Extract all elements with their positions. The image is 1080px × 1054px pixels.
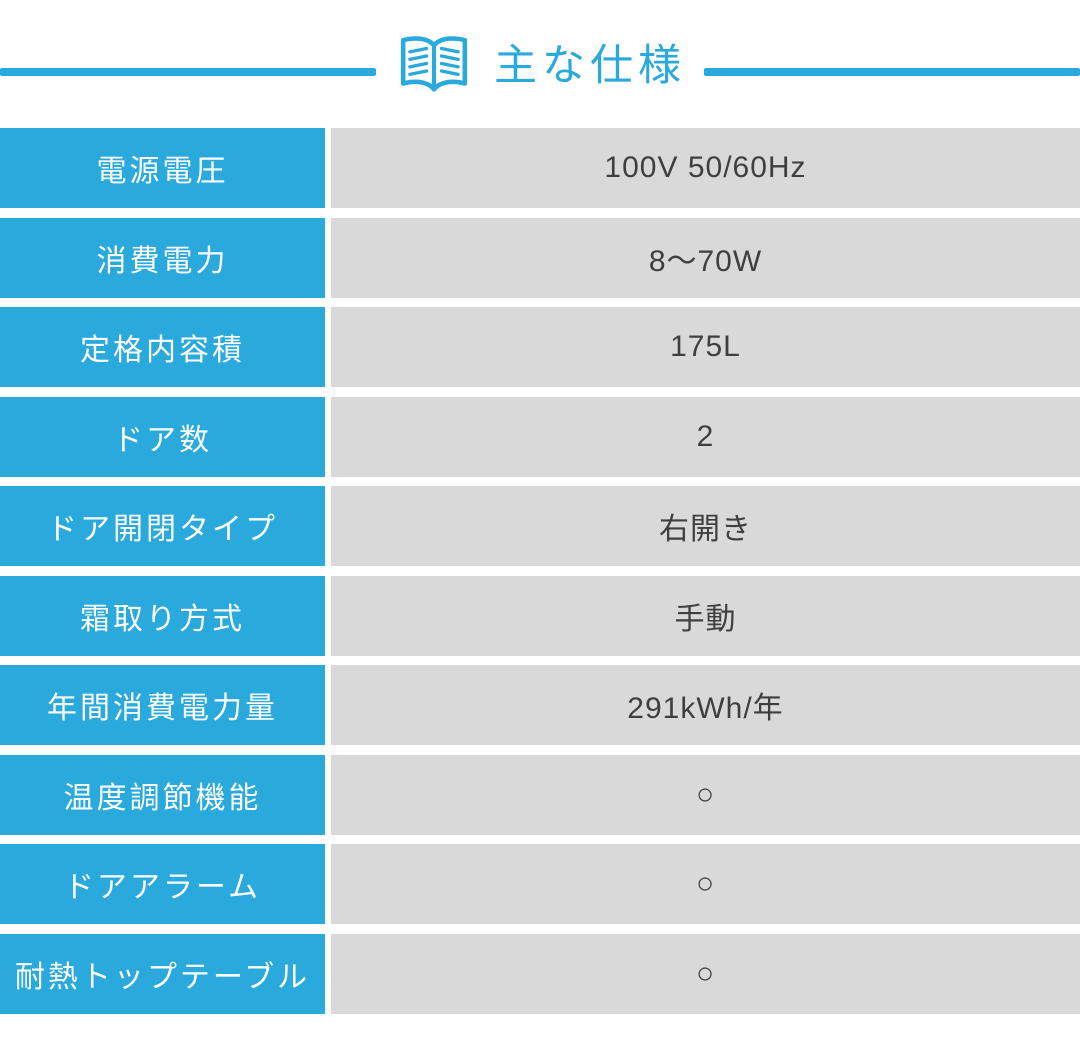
spec-table: 電源電圧 100V 50/60Hz 消費電力 8〜70W 定格内容積 175L … xyxy=(0,128,1080,1014)
table-row: ドア開閉タイプ 右開き xyxy=(0,486,1080,566)
table-row: 霜取り方式 手動 xyxy=(0,575,1080,656)
spec-value: 8〜70W xyxy=(331,217,1080,298)
spec-label: 定格内容積 xyxy=(0,307,325,387)
spec-value: 右開き xyxy=(331,486,1080,566)
table-row: 温度調節機能 ○ xyxy=(0,754,1080,835)
spec-value: 175L xyxy=(331,307,1080,387)
table-row: ドアアラーム ○ xyxy=(0,844,1080,924)
spec-value: ○ xyxy=(331,933,1080,1014)
spec-value: 2 xyxy=(331,396,1080,477)
spec-label: ドアアラーム xyxy=(0,844,325,924)
header-rule-left xyxy=(0,68,376,76)
table-row: ドア数 2 xyxy=(0,396,1080,477)
spec-label: 消費電力 xyxy=(0,217,325,298)
table-row: 耐熱トップテーブル ○ xyxy=(0,933,1080,1014)
header-rule-right xyxy=(704,68,1080,76)
spec-value: ○ xyxy=(331,844,1080,924)
table-row: 消費電力 8〜70W xyxy=(0,217,1080,298)
table-row: 年間消費電力量 291kWh/年 xyxy=(0,665,1080,745)
page-title: 主な仕様 xyxy=(494,41,686,90)
spec-label: ドア開閉タイプ xyxy=(0,486,325,566)
spec-value: ○ xyxy=(331,754,1080,835)
spec-label: ドア数 xyxy=(0,396,325,477)
table-row: 電源電圧 100V 50/60Hz xyxy=(0,128,1080,208)
spec-value: 100V 50/60Hz xyxy=(331,128,1080,208)
spec-label: 耐熱トップテーブル xyxy=(0,933,325,1014)
table-row: 定格内容積 175L xyxy=(0,307,1080,387)
spec-value: 手動 xyxy=(331,575,1080,656)
spec-label: 霜取り方式 xyxy=(0,575,325,656)
spec-value: 291kWh/年 xyxy=(331,665,1080,745)
spec-label: 年間消費電力量 xyxy=(0,665,325,745)
spec-label: 電源電圧 xyxy=(0,128,325,208)
section-header: 主な仕様 xyxy=(0,0,1080,128)
header-center: 主な仕様 xyxy=(0,30,1080,102)
spec-label: 温度調節機能 xyxy=(0,754,325,835)
open-book-icon xyxy=(394,34,474,98)
